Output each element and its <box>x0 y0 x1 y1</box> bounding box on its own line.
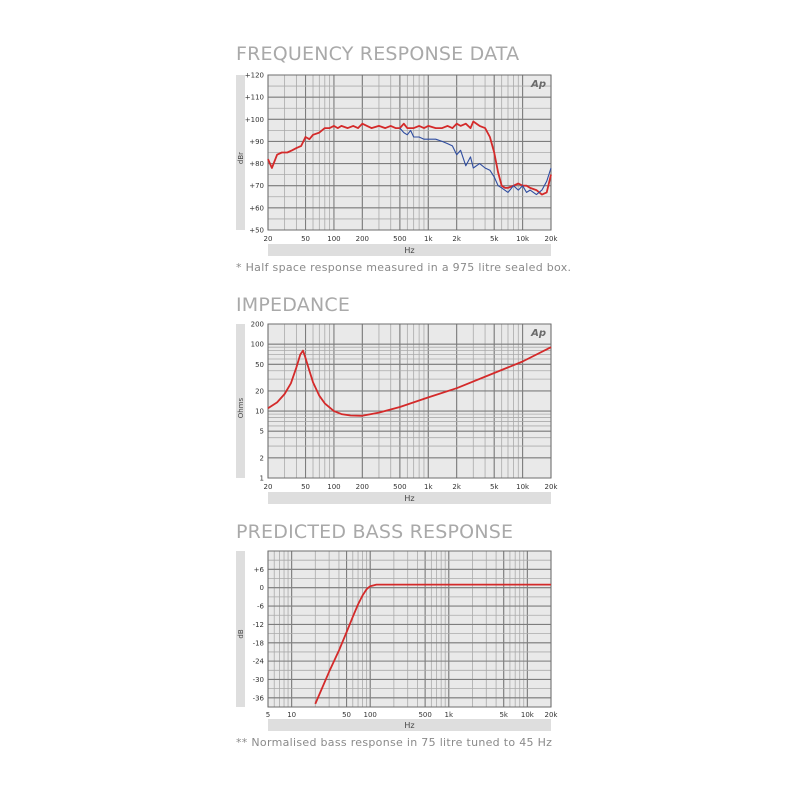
x-tick-label: 20 <box>264 483 273 491</box>
y-tick-label: -36 <box>253 694 265 702</box>
y-tick-label: +80 <box>249 160 264 168</box>
x-axis-label: Hz <box>404 721 414 730</box>
x-tick-label: 100 <box>327 235 340 243</box>
y-tick-label: 10 <box>255 408 264 416</box>
y-tick-label: +110 <box>245 94 264 102</box>
bass-response-title: PREDICTED BASS RESPONSE <box>236 521 514 543</box>
ap-logo: Ap <box>530 79 546 90</box>
bass-response-chart: -36 -30 -24 -18 -12 -6 0 +6 5 10 50 100 500 1k 5k 10k 20… <box>236 550 559 731</box>
y-axis-strip <box>236 324 245 478</box>
x-tick-label: 10k <box>521 711 535 719</box>
x-tick-label: 1k <box>445 711 454 719</box>
ap-logo: Ap <box>530 328 546 339</box>
plot-frame <box>267 550 552 708</box>
impedance-title: IMPEDANCE <box>236 294 351 316</box>
x-tick-label: 50 <box>301 483 310 491</box>
x-tick-label: 5k <box>490 235 499 243</box>
x-tick-label: 5k <box>490 483 499 491</box>
plot-background <box>268 324 551 478</box>
x-tick-label: 1k <box>424 235 433 243</box>
x-tick-label: 10k <box>516 483 530 491</box>
impedance-chart: 1 2 5 10 20 50 100 200 20 50 100 200 500 1k 2k 5k 10k 20k… <box>236 321 559 504</box>
x-tick-label: 2k <box>452 483 461 491</box>
y-tick-label: 200 <box>251 321 264 329</box>
x-tick-label: 2k <box>452 235 461 243</box>
y-axis-label: Ohms <box>237 397 245 418</box>
y-tick-label: 20 <box>255 387 264 395</box>
x-tick-label: 20k <box>545 483 559 491</box>
y-axis-strip <box>236 75 245 230</box>
x-tick-label: 10 <box>287 711 296 719</box>
series-blue-line <box>399 127 552 196</box>
y-tick-label: 1 <box>260 475 264 483</box>
y-axis-strip <box>236 551 245 707</box>
x-tick-label: 500 <box>393 483 406 491</box>
series-red-line <box>314 583 551 705</box>
x-axis-strip <box>268 492 551 504</box>
x-tick-label: 50 <box>342 711 351 719</box>
y-tick-label: -30 <box>253 676 264 684</box>
y-tick-label: +90 <box>249 138 264 146</box>
y-axis-label: dBr <box>237 152 245 164</box>
y-tick-label: 100 <box>251 341 264 349</box>
y-tick-label: +60 <box>249 204 264 212</box>
x-tick-label: 5k <box>499 711 508 719</box>
plot-frame <box>267 74 552 231</box>
x-tick-label: 20k <box>545 711 559 719</box>
y-tick-label: -18 <box>253 639 264 647</box>
y-tick-label: 2 <box>260 454 264 462</box>
x-tick-label: 100 <box>364 711 377 719</box>
x-axis-strip <box>268 244 551 256</box>
x-tick-label: 5 <box>266 711 270 719</box>
x-axis-strip <box>268 719 551 731</box>
frequency-response-chart: +50 +60 +70 +80 +90 +100 +110 +120 20 50 100 200 500… <box>236 72 559 256</box>
frequency-response-footnote: * Half space response measured in a 975 … <box>236 261 572 274</box>
y-tick-label: 50 <box>255 361 264 369</box>
bass-response-footnote: ** Normalised bass response in 75 litre … <box>236 736 553 749</box>
x-tick-label: 100 <box>327 483 340 491</box>
series-red-line <box>267 120 552 196</box>
x-axis-label: Hz <box>404 246 414 255</box>
y-tick-label: +100 <box>245 116 264 124</box>
y-tick-label: +70 <box>249 182 264 190</box>
plot-background <box>268 551 551 707</box>
series-red-line <box>267 346 552 417</box>
x-tick-label: 50 <box>301 235 310 243</box>
x-tick-label: 1k <box>424 483 433 491</box>
x-tick-label: 500 <box>418 711 431 719</box>
x-tick-label: 200 <box>356 235 369 243</box>
x-tick-label: 10k <box>516 235 530 243</box>
y-tick-label: -24 <box>253 658 265 666</box>
y-tick-label: +6 <box>254 566 265 574</box>
y-tick-label: -6 <box>257 603 265 611</box>
y-tick-label: +120 <box>245 72 264 80</box>
y-tick-label: -12 <box>253 621 264 629</box>
x-tick-label: 20 <box>264 235 273 243</box>
y-tick-label: 0 <box>260 584 264 592</box>
y-axis-label: dB <box>237 629 245 638</box>
x-tick-label: 500 <box>393 235 406 243</box>
x-tick-label: 20k <box>545 235 559 243</box>
frequency-response-title: FREQUENCY RESPONSE DATA <box>236 43 520 65</box>
plot-frame <box>267 323 552 479</box>
y-tick-label: 5 <box>260 428 264 436</box>
x-axis-label: Hz <box>404 494 414 503</box>
x-tick-label: 200 <box>356 483 369 491</box>
y-tick-label: +50 <box>249 227 264 235</box>
